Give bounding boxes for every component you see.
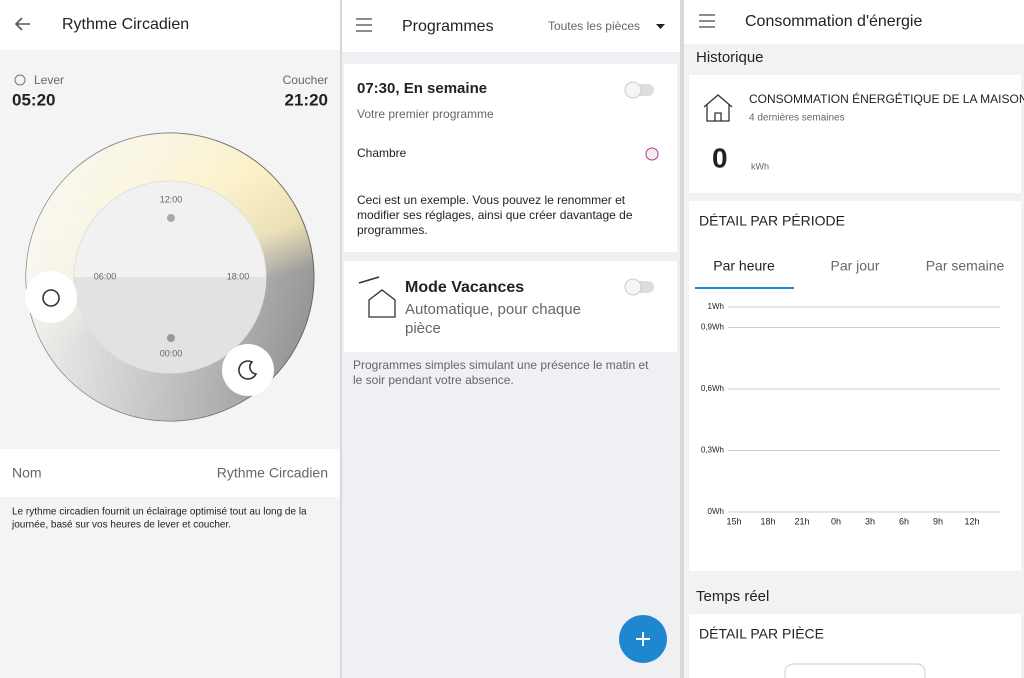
y-tick-label: 1Wh	[708, 302, 724, 311]
plus-icon	[636, 632, 650, 646]
card-title: 07:30, En semaine	[357, 80, 487, 97]
tab[interactable]: Par heure	[713, 258, 775, 274]
footer-text: Programmes simples simulant une présence…	[353, 358, 649, 372]
card-period: 4 dernières semaines	[749, 113, 845, 124]
x-tick-label: 9h	[933, 516, 943, 526]
card-subtitle: pièce	[405, 320, 441, 337]
header	[0, 0, 340, 50]
description: journée, basé sur vos heures de lever et…	[11, 520, 231, 531]
title: Programmes	[402, 18, 494, 35]
toggle-knob	[624, 278, 642, 296]
card-description: programmes.	[357, 223, 428, 237]
history-card[interactable]	[689, 75, 1021, 193]
x-tick-label: 18h	[760, 516, 775, 526]
x-tick-label: 12h	[964, 516, 979, 526]
card-title: DÉTAIL PAR PÉRIODE	[699, 213, 845, 229]
name-label: Nom	[12, 465, 42, 481]
menu-button[interactable]	[356, 18, 372, 32]
name-row[interactable]	[0, 449, 340, 497]
x-tick-label: 3h	[865, 516, 875, 526]
moon-handle-icon	[238, 360, 258, 380]
screen-2: Programmes Toutes les pièces 07:30, En s…	[342, 0, 680, 678]
card-subtitle: Automatique, pour chaque	[405, 301, 581, 318]
card-title: Mode Vacances	[405, 279, 524, 296]
dial-label: 06:00	[94, 271, 117, 281]
alarm-icon	[42, 289, 60, 307]
card-title: DÉTAIL PAR PIÈCE	[699, 626, 824, 642]
alarm-icon	[645, 147, 659, 161]
house-icon	[368, 289, 396, 318]
wake-time: 05:20	[12, 90, 55, 109]
moon-icon	[167, 334, 175, 342]
section-title: Temps réel	[696, 588, 769, 605]
y-tick-label: 0,3Wh	[701, 446, 724, 455]
dial-night	[74, 277, 266, 373]
card-room: Chambre	[357, 146, 407, 160]
header	[342, 0, 680, 52]
name-value: Rythme Circadien	[217, 465, 328, 481]
y-tick-label: 0,6Wh	[701, 384, 724, 393]
room-selector[interactable]	[784, 663, 926, 678]
sleep-handle[interactable]	[222, 344, 274, 396]
detail-card	[689, 201, 1021, 571]
dial-label: 12:00	[160, 194, 183, 204]
title: Consommation d'énergie	[745, 13, 922, 30]
header	[684, 0, 1024, 44]
card-title: CONSOMMATION ÉNERGÉTIQUE DE LA MAISON	[749, 91, 1024, 106]
back-button[interactable]	[14, 17, 30, 31]
plane-icon	[358, 276, 380, 284]
filter[interactable]: Toutes les pièces	[548, 19, 640, 33]
title: Rythme Circadien	[62, 16, 189, 33]
y-tick-label: 0Wh	[708, 507, 724, 516]
sleep-time: 21:20	[285, 90, 328, 109]
footer-text: le soir pendant votre absence.	[353, 373, 514, 387]
program-card[interactable]	[344, 64, 677, 252]
x-tick-label: 21h	[794, 516, 809, 526]
card-description: Ceci est un exemple. Vous pouvez le reno…	[357, 193, 626, 207]
dropdown-arrow	[656, 24, 665, 29]
sun-icon	[167, 214, 175, 222]
screen-1: Rythme Circadien Lever 05:20 Coucher 21:…	[0, 0, 340, 678]
wake-label: Lever	[34, 73, 64, 87]
dial-label: 18:00	[227, 271, 250, 281]
tab[interactable]: Par semaine	[926, 258, 1005, 274]
y-tick-label: 0,9Wh	[701, 323, 724, 332]
wake-icon	[14, 74, 26, 86]
section-title: Historique	[696, 49, 764, 66]
card-subtitle: Votre premier programme	[357, 107, 494, 121]
description: Le rythme circadien fournit un éclairage…	[12, 507, 307, 518]
card-description: modifier ses réglages, ainsi que créer d…	[357, 208, 633, 222]
vacation-card[interactable]	[344, 261, 677, 352]
x-tick-label: 6h	[899, 516, 909, 526]
energy-unit: kWh	[751, 161, 769, 171]
tab-indicator	[695, 287, 794, 289]
wake-handle[interactable]	[25, 271, 77, 323]
x-tick-label: 0h	[831, 516, 841, 526]
sleep-label: Coucher	[283, 73, 328, 87]
x-tick-label: 15h	[726, 516, 741, 526]
toggle-knob	[624, 81, 642, 99]
tab[interactable]: Par jour	[830, 258, 879, 274]
house-icon	[703, 94, 733, 122]
dial-label: 00:00	[160, 348, 183, 358]
energy-value: 0	[712, 142, 728, 173]
menu-button[interactable]	[699, 14, 715, 28]
screen-3: Consommation d'énergie Historique CONSOM…	[684, 0, 1024, 678]
